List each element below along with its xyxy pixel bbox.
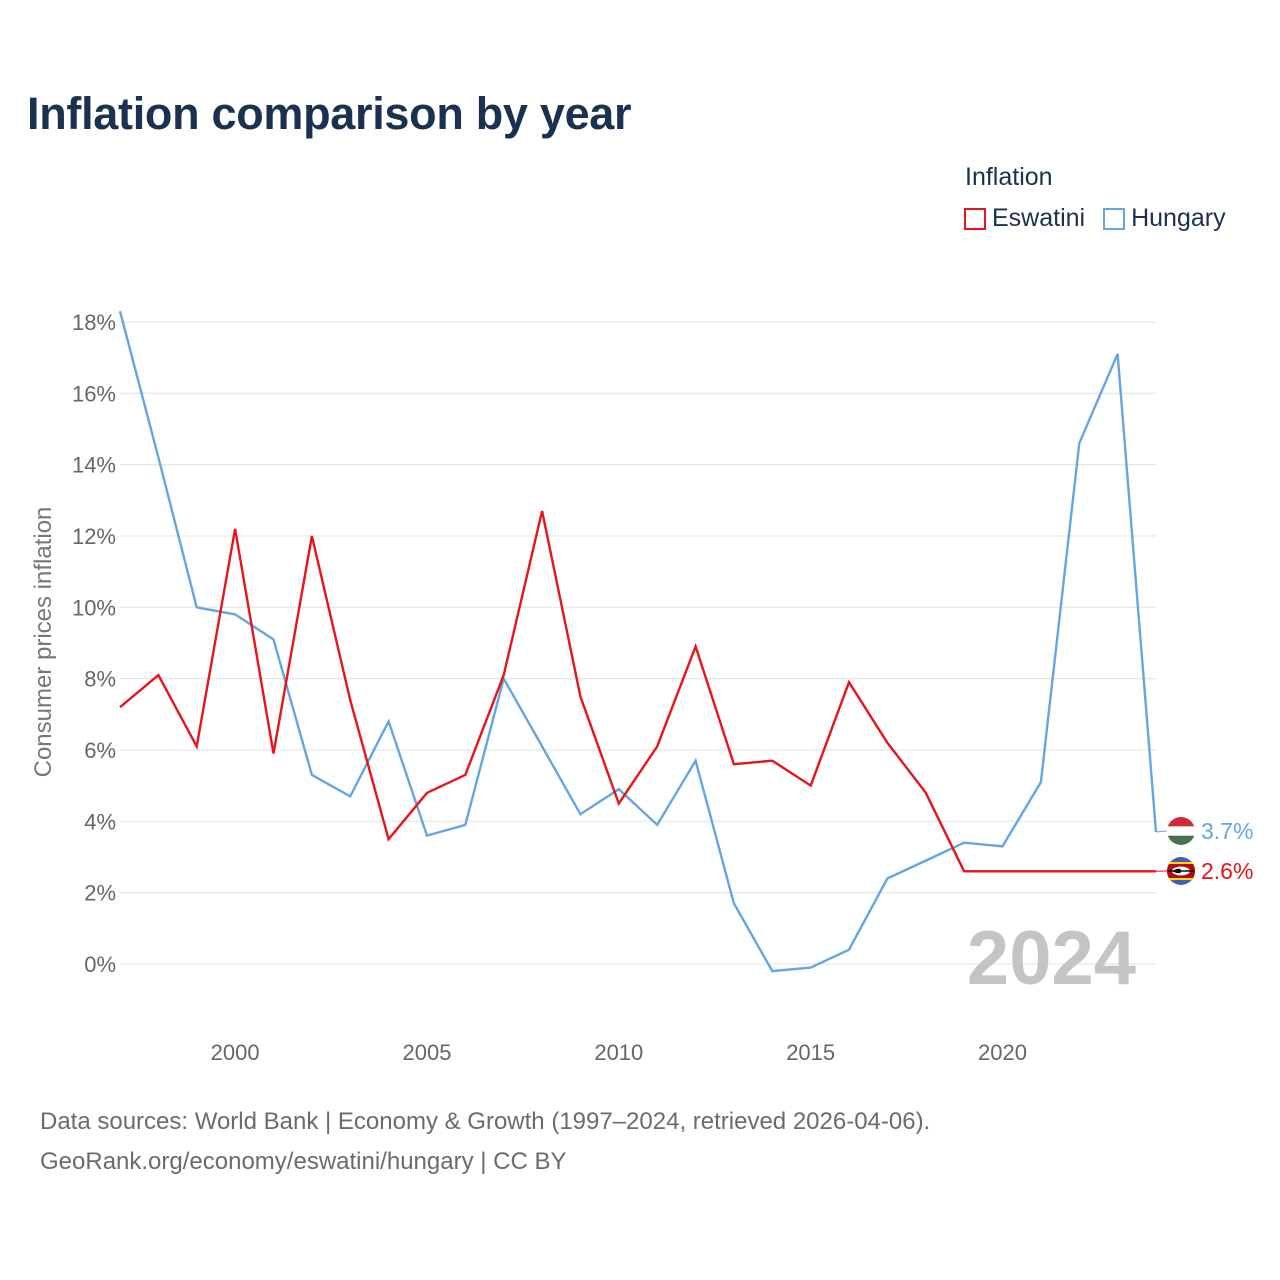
x-tick-label: 2015 [786,1040,835,1065]
grid-lines [120,321,1156,965]
x-axis-ticks: 2000 2005 2010 2015 2020 [211,1040,1027,1065]
legend-item-hungary[interactable]: Hungary [1103,204,1226,233]
y-tick-label: 8% [84,667,116,692]
end-labels: 3.7% 2.6% [1155,818,1253,884]
y-tick-label: 0% [84,952,116,977]
x-tick-label: 2005 [402,1040,451,1065]
x-tick-label: 2010 [594,1040,643,1065]
legend: Eswatini Hungary [964,204,1226,233]
x-tick-label: 2000 [211,1040,260,1065]
footer-license: GeoRank.org/economy/eswatini/hungary | C… [40,1148,567,1175]
series-lines [118,310,1158,973]
y-tick-label: 4% [84,809,116,834]
y-tick-label: 16% [72,381,116,406]
legend-label-eswatini: Eswatini [992,204,1086,232]
y-tick-label: 2% [84,881,116,906]
eswatini-flag-icon [1167,857,1195,885]
series-line-eswatini[interactable] [119,510,1156,873]
legend-label-hungary: Hungary [1131,204,1226,232]
chart-title: Inflation comparison by year [27,88,632,139]
series-line-hungary[interactable] [118,310,1158,973]
y-tick-label: 18% [72,310,116,335]
legend-title: Inflation [965,163,1053,191]
legend-swatch-eswatini [964,207,986,230]
legend-item-eswatini[interactable]: Eswatini [964,204,1085,233]
y-tick-label: 6% [84,738,116,763]
y-axis-ticks: 0% 2% 4% 6% 8% 10% 12% 14% 16% 18% [72,310,116,977]
end-label-hungary: 3.7% [1201,818,1253,844]
hungary-flag-icon [1167,817,1195,845]
y-tick-label: 10% [72,595,116,620]
y-axis-title: Consumer prices inflation [30,507,57,778]
x-tick-label: 2020 [978,1040,1027,1065]
legend-swatch-hungary [1103,207,1126,230]
footer-source: Data sources: World Bank | Economy & Gro… [40,1108,931,1135]
year-watermark: 2024 [967,916,1136,1001]
end-connector-hungary [1155,830,1168,833]
end-label-eswatini: 2.6% [1201,858,1253,884]
y-tick-label: 14% [72,453,116,478]
y-tick-label: 12% [72,524,116,549]
